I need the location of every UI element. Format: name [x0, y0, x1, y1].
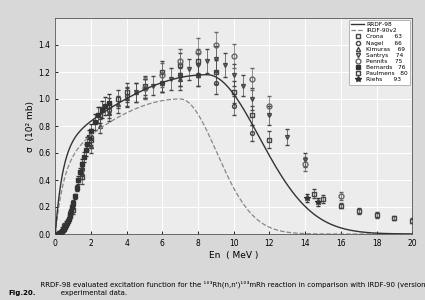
Text: RRDF-98 evaluated excitation function for the ¹°³Rh(n,n')¹°³mRh reaction in comp: RRDF-98 evaluated excitation function fo… [36, 281, 425, 296]
Y-axis label: σ  (10² mb): σ (10² mb) [26, 100, 35, 152]
X-axis label: En  ( MeV ): En ( MeV ) [209, 250, 258, 260]
Text: Fig.20.: Fig.20. [8, 290, 36, 296]
Legend: RRDF-98, IRDF-90v2, Crona      63, Nagel      66, Kimuras    69, Santrys    74, : RRDF-98, IRDF-90v2, Crona 63, Nagel 66, … [349, 20, 411, 85]
